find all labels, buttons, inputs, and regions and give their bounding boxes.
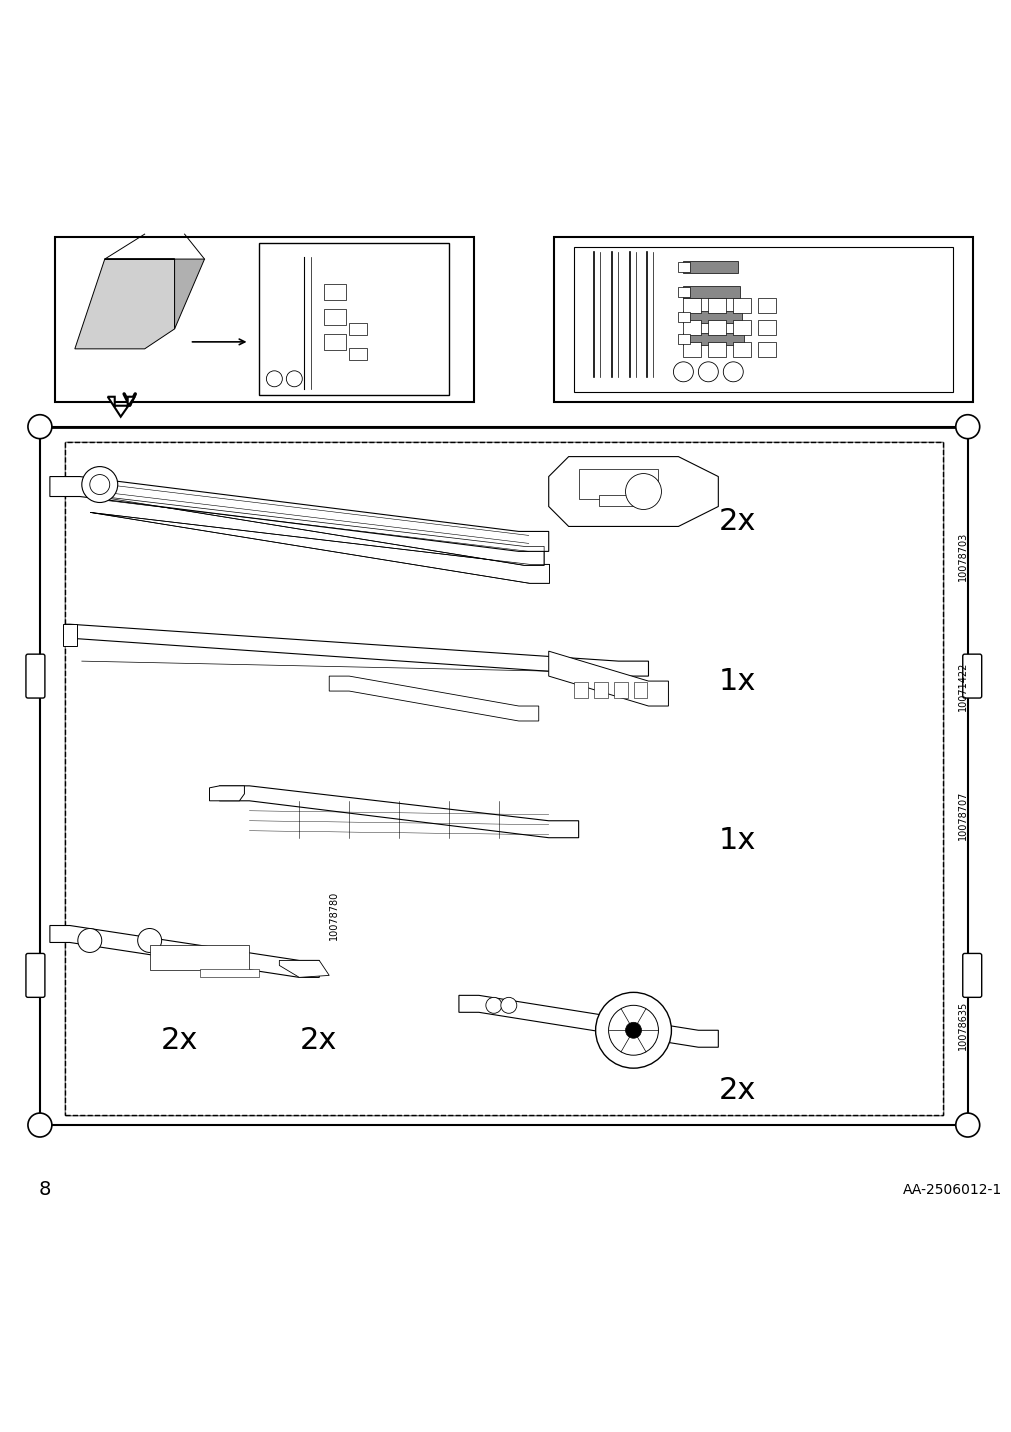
Bar <box>613 682 627 697</box>
Bar <box>324 284 346 299</box>
Polygon shape <box>85 494 544 566</box>
Circle shape <box>954 1113 979 1137</box>
Bar <box>682 319 701 335</box>
Circle shape <box>625 474 661 510</box>
Bar <box>682 342 701 357</box>
Bar <box>55 238 473 402</box>
Bar <box>633 682 647 697</box>
FancyBboxPatch shape <box>961 654 981 697</box>
Polygon shape <box>209 786 245 800</box>
Bar <box>599 494 638 507</box>
Text: 1x: 1x <box>718 826 755 855</box>
Bar <box>708 319 726 335</box>
Polygon shape <box>50 925 318 978</box>
Text: 10078635: 10078635 <box>956 1001 967 1050</box>
Polygon shape <box>75 259 175 349</box>
Bar <box>324 334 346 349</box>
Circle shape <box>608 1005 658 1055</box>
Bar <box>682 261 738 274</box>
Text: 2x: 2x <box>718 507 755 536</box>
Bar <box>65 441 942 1116</box>
Bar <box>39 427 967 1126</box>
Bar <box>733 298 750 314</box>
Circle shape <box>137 928 162 952</box>
FancyBboxPatch shape <box>26 654 44 697</box>
Bar <box>733 342 750 357</box>
Text: 8: 8 <box>38 1180 51 1200</box>
Bar <box>349 324 367 335</box>
Bar <box>578 468 658 498</box>
Polygon shape <box>65 624 648 676</box>
Bar <box>324 309 346 325</box>
Text: 10078780: 10078780 <box>329 891 339 941</box>
Bar <box>199 969 259 978</box>
Bar <box>593 682 607 697</box>
FancyBboxPatch shape <box>26 954 44 997</box>
Text: 2x: 2x <box>718 1075 755 1104</box>
Text: 10078703: 10078703 <box>956 531 967 581</box>
Bar <box>757 319 775 335</box>
Circle shape <box>78 928 102 952</box>
Text: 10071422: 10071422 <box>956 662 967 710</box>
Circle shape <box>500 997 517 1014</box>
Text: 2x: 2x <box>299 1025 337 1055</box>
Text: 1x: 1x <box>718 666 755 696</box>
Polygon shape <box>279 961 329 978</box>
Bar <box>682 286 739 298</box>
Bar <box>677 312 690 322</box>
Bar <box>677 334 690 344</box>
Bar <box>150 945 249 971</box>
Bar <box>708 342 726 357</box>
Polygon shape <box>548 457 718 527</box>
Circle shape <box>625 1022 641 1038</box>
Circle shape <box>82 467 117 503</box>
Bar <box>573 682 587 697</box>
Bar <box>65 441 942 1116</box>
Bar <box>682 298 701 314</box>
Circle shape <box>90 474 109 494</box>
FancyBboxPatch shape <box>961 954 981 997</box>
Bar <box>733 319 750 335</box>
Bar <box>757 298 775 314</box>
Bar <box>682 311 741 324</box>
Circle shape <box>954 415 979 438</box>
Polygon shape <box>50 477 548 551</box>
Bar <box>349 348 367 359</box>
Text: AA-2506012-1: AA-2506012-1 <box>902 1183 1002 1197</box>
Bar <box>677 262 690 272</box>
Polygon shape <box>329 676 538 720</box>
Polygon shape <box>105 259 204 329</box>
Bar <box>63 624 77 646</box>
Polygon shape <box>91 513 549 583</box>
Polygon shape <box>107 397 134 417</box>
Circle shape <box>595 992 670 1068</box>
Text: 2x: 2x <box>161 1025 198 1055</box>
Circle shape <box>485 997 501 1014</box>
Polygon shape <box>219 786 578 838</box>
Bar <box>553 238 972 402</box>
Polygon shape <box>458 995 718 1047</box>
Text: 10078707: 10078707 <box>956 790 967 841</box>
Bar <box>677 286 690 296</box>
Bar <box>259 243 449 395</box>
Bar <box>682 332 743 345</box>
Polygon shape <box>548 652 668 706</box>
Bar <box>573 248 951 392</box>
Circle shape <box>28 1113 52 1137</box>
Bar <box>708 298 726 314</box>
Circle shape <box>28 415 52 438</box>
Bar <box>757 342 775 357</box>
